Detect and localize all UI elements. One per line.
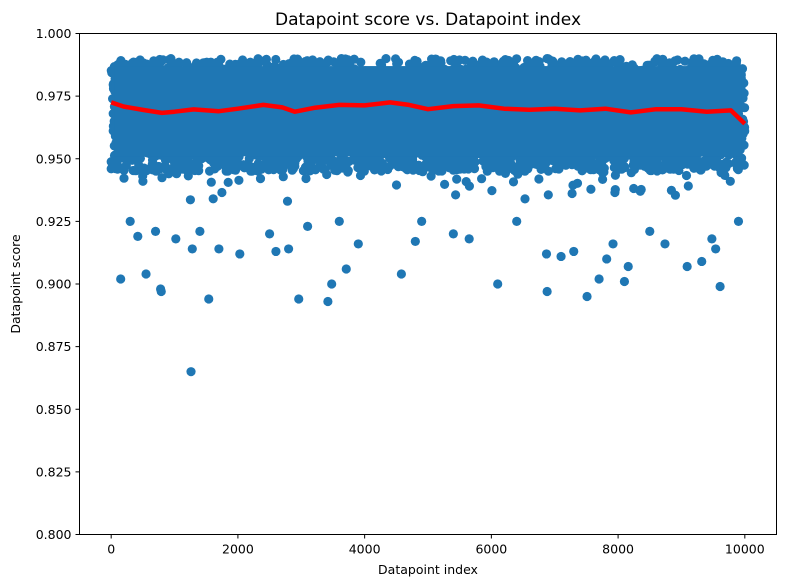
y-tick-label: 0.825 bbox=[36, 464, 72, 479]
y-tick-label: 0.975 bbox=[36, 89, 72, 104]
outlier-point bbox=[582, 291, 592, 302]
x-tick-label: 4000 bbox=[349, 542, 381, 557]
y-tick-label: 1.000 bbox=[36, 26, 72, 41]
x-tick-label: 6000 bbox=[475, 542, 507, 557]
outlier-point bbox=[133, 231, 143, 242]
outlier-point bbox=[341, 264, 351, 274]
outlier-point bbox=[334, 216, 344, 226]
x-axis-label: Datapoint index bbox=[378, 562, 478, 577]
x-tick-label: 10000 bbox=[725, 542, 765, 557]
outlier-point bbox=[417, 216, 427, 226]
outlier-point bbox=[619, 276, 630, 287]
outlier-point bbox=[171, 234, 181, 244]
outlier-point bbox=[733, 216, 744, 226]
outlier-point bbox=[410, 236, 420, 247]
outlier-point bbox=[542, 286, 552, 297]
outlier-point bbox=[125, 216, 135, 226]
y-tick-label: 0.875 bbox=[36, 339, 72, 354]
outlier-point bbox=[284, 244, 294, 254]
outlier-point bbox=[294, 294, 304, 304]
outlier-point bbox=[264, 229, 275, 239]
outlier-point bbox=[556, 251, 566, 262]
outlier-point bbox=[715, 281, 725, 292]
outlier-point bbox=[623, 261, 633, 272]
chart-title: Datapoint score vs. Datapoint index bbox=[275, 10, 581, 30]
outlier-point bbox=[271, 246, 281, 257]
outlier-point bbox=[512, 216, 522, 226]
rolling-mean-line bbox=[110, 100, 747, 126]
x-axis: 0 2000 4000 6000 8000 10000 bbox=[107, 534, 765, 557]
outlier-point bbox=[682, 261, 692, 272]
y-axis: 0.800 0.825 0.850 0.875 0.900 0.925 0.950 0.975… bbox=[36, 26, 80, 542]
outlier-point bbox=[195, 226, 205, 236]
x-tick-label: 8000 bbox=[602, 542, 634, 557]
outlier-point bbox=[187, 244, 197, 254]
outlier-point bbox=[323, 296, 333, 307]
outlier-point bbox=[645, 226, 655, 236]
outlier-point bbox=[186, 367, 196, 377]
x-tick-label: 0 bbox=[107, 542, 115, 557]
outlier-point bbox=[602, 254, 612, 264]
outlier-point bbox=[141, 269, 151, 279]
y-axis-label: Datapoint score bbox=[8, 234, 23, 334]
scatter-points bbox=[106, 53, 750, 377]
outlier-point bbox=[660, 239, 670, 249]
outlier-point bbox=[116, 274, 126, 284]
outlier-point bbox=[711, 244, 721, 254]
outlier-point bbox=[150, 226, 161, 236]
outlier-point bbox=[569, 246, 579, 257]
outlier-point bbox=[464, 234, 474, 244]
outlier-point bbox=[396, 269, 406, 279]
y-tick-label: 0.850 bbox=[36, 402, 72, 417]
y-tick-label: 0.900 bbox=[36, 277, 72, 292]
y-tick-label: 0.925 bbox=[36, 214, 72, 229]
outlier-point bbox=[156, 286, 166, 297]
x-tick-label: 2000 bbox=[222, 542, 254, 557]
outlier-point bbox=[353, 239, 363, 249]
outlier-point bbox=[608, 239, 618, 249]
outlier-point bbox=[214, 244, 224, 254]
outlier-point bbox=[493, 279, 503, 289]
y-tick-label: 0.950 bbox=[36, 151, 72, 166]
outlier-point bbox=[697, 256, 707, 267]
outlier-point bbox=[594, 274, 604, 284]
outlier-point bbox=[707, 234, 717, 244]
y-tick-label: 0.800 bbox=[36, 527, 72, 542]
plot-area bbox=[106, 53, 750, 377]
outlier-point bbox=[235, 249, 245, 259]
outlier-point bbox=[327, 279, 337, 289]
outlier-point bbox=[303, 221, 313, 231]
outlier-point bbox=[204, 294, 214, 304]
outlier-point bbox=[448, 229, 458, 239]
outlier-point bbox=[541, 249, 552, 259]
